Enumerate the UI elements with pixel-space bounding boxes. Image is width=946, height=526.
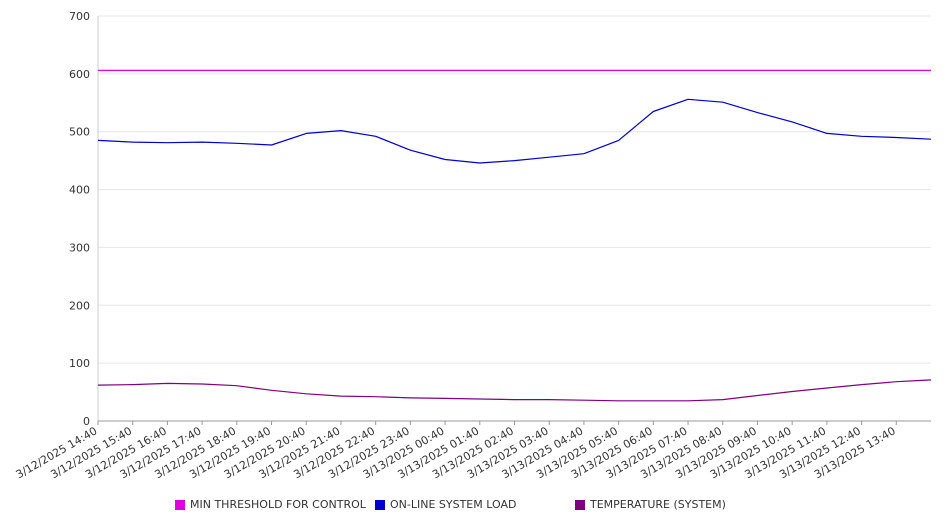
- legend-label-temperature: TEMPERATURE (SYSTEM): [590, 498, 726, 511]
- legend-label-min-threshold: MIN THRESHOLD FOR CONTROL: [190, 498, 366, 511]
- series-line-1: [97, 98, 932, 164]
- series-line-2: [97, 379, 932, 402]
- y-tick-label-600: 600: [69, 68, 90, 81]
- legend-item-system-load[interactable]: ON-LINE SYSTEM LOAD: [375, 498, 516, 511]
- axes: [97, 16, 931, 422]
- legend-swatch-temperature: [575, 499, 585, 510]
- legend-item-min-threshold[interactable]: MIN THRESHOLD FOR CONTROL: [175, 498, 366, 511]
- grid-lines: [98, 15, 931, 364]
- legend-item-temperature[interactable]: TEMPERATURE (SYSTEM): [575, 498, 726, 511]
- legend: MIN THRESHOLD FOR CONTROL ON-LINE SYSTEM…: [0, 498, 946, 514]
- y-tick-label-500: 500: [69, 126, 90, 139]
- y-tick-label-300: 300: [69, 241, 90, 254]
- y-tick-label-400: 400: [69, 184, 90, 197]
- y-tick-label-0: 0: [83, 415, 90, 428]
- legend-label-system-load: ON-LINE SYSTEM LOAD: [390, 498, 517, 511]
- y-tick-label-100: 100: [69, 357, 90, 370]
- y-tick-label-700: 700: [69, 10, 90, 23]
- y-tick-label-200: 200: [69, 299, 90, 312]
- legend-swatch-system-load: [375, 499, 385, 510]
- series-lines: [97, 69, 932, 402]
- legend-swatch-min-threshold: [175, 499, 185, 510]
- y-axis-ticks: 0 100 200 300 400 500 600 700: [69, 10, 90, 428]
- line-chart: 0 100 200 300 400 500 600 700 3/12/2025 14:403/…: [14, 10, 932, 481]
- x-axis-ticks: 3/12/2025 14:403/12/2025 15:403/12/2025 …: [14, 421, 898, 481]
